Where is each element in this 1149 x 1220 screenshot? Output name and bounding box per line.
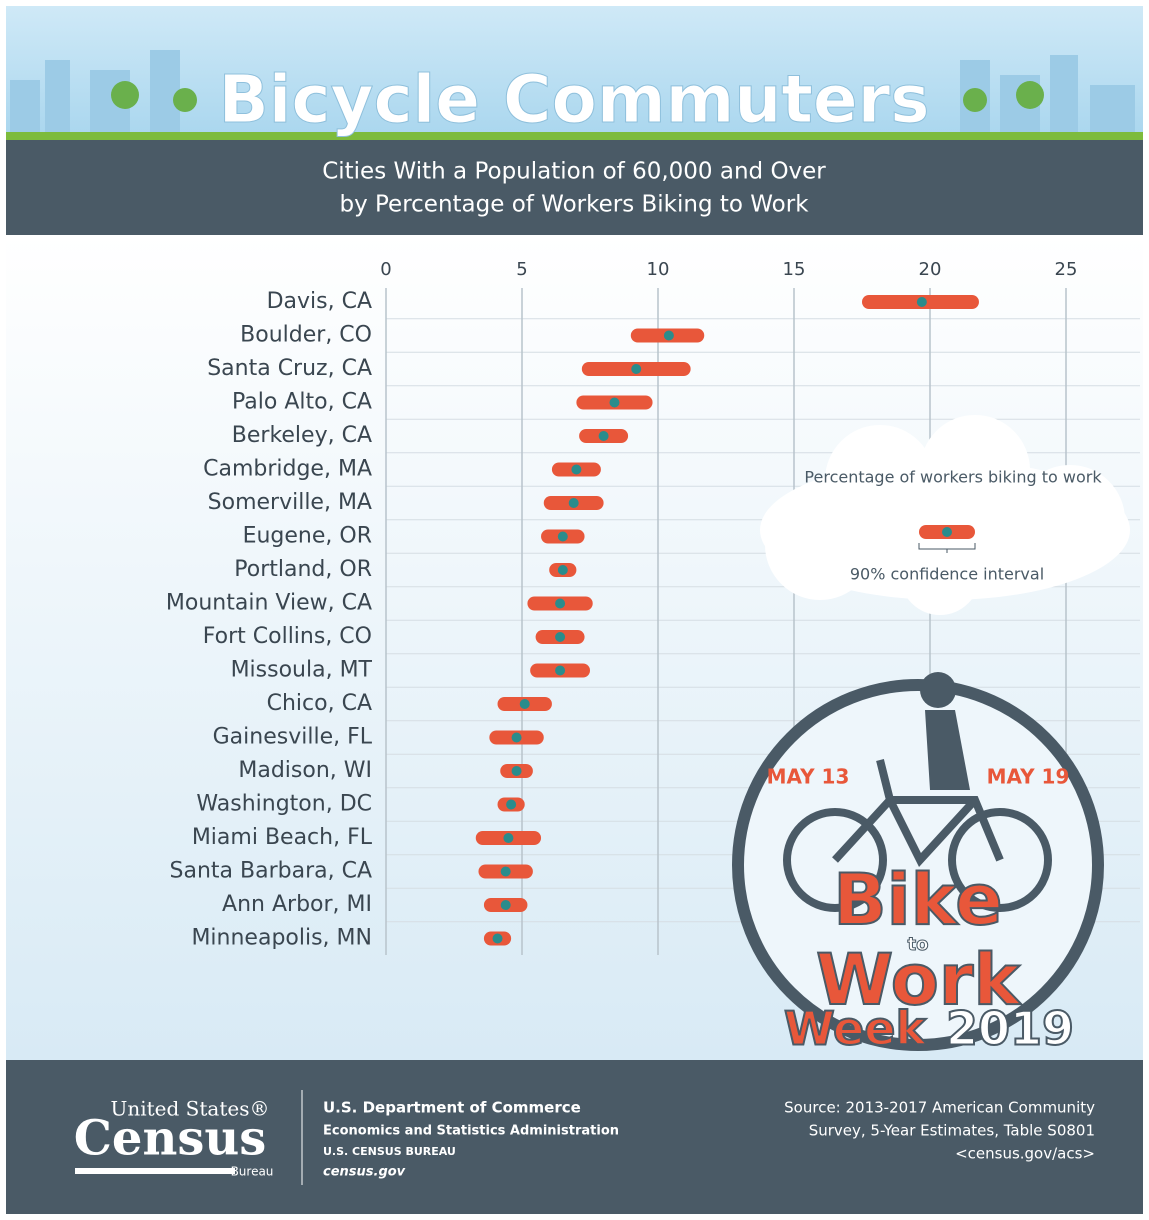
category-label: Madison, WI bbox=[238, 758, 372, 783]
badge-text: Work bbox=[816, 939, 1021, 1021]
x-tick-label: 20 bbox=[919, 259, 942, 280]
category-label: Portland, OR bbox=[234, 557, 372, 582]
badge-year: 2019 bbox=[946, 1002, 1074, 1056]
source: Survey, 5-Year Estimates, Table S0801 bbox=[809, 1122, 1095, 1140]
x-tick-label: 5 bbox=[516, 259, 527, 280]
estimate-point bbox=[555, 598, 566, 609]
category-label: Gainesville, FL bbox=[213, 725, 373, 750]
legend: Percentage of workers biking to work 90%… bbox=[760, 415, 1130, 615]
dept: census.gov bbox=[323, 1165, 406, 1180]
estimate-point bbox=[663, 330, 674, 341]
subtitle: by Percentage of Workers Biking to Work bbox=[339, 192, 809, 218]
source: <census.gov/acs> bbox=[955, 1145, 1095, 1163]
subtitle: Cities With a Population of 60,000 and O… bbox=[322, 159, 826, 185]
badge-date: MAY 13 bbox=[767, 765, 850, 789]
estimate-point bbox=[555, 665, 566, 676]
category-label: Washington, DC bbox=[196, 792, 372, 817]
category-label: Boulder, CO bbox=[240, 323, 372, 348]
plot: 0 5 10 15 20 25 Davis, CA Boulder, CO Santa Cruz… bbox=[166, 259, 1140, 955]
badge-date: MAY 19 bbox=[987, 765, 1070, 789]
estimate-point bbox=[500, 866, 511, 877]
category-label: Palo Alto, CA bbox=[232, 390, 372, 415]
estimate-point bbox=[916, 297, 927, 307]
trees bbox=[111, 81, 1044, 112]
category-label: Berkeley, CA bbox=[232, 423, 372, 448]
legend-bracket bbox=[918, 543, 976, 553]
badge-text: Bike bbox=[833, 859, 1003, 941]
x-tick-label: 10 bbox=[647, 259, 670, 280]
agency-logo: Census bbox=[74, 1111, 267, 1167]
badge: MAY 13 MAY 19 Bike to Work Week 2019 bbox=[732, 672, 1104, 1057]
estimate-point bbox=[519, 699, 530, 709]
category-label: Ann Arbor, MI bbox=[222, 892, 372, 917]
dept: U.S. Department of Commerce bbox=[323, 1099, 581, 1117]
legend-dot bbox=[942, 527, 952, 537]
legend-estimate: Percentage of workers biking to work bbox=[804, 468, 1102, 487]
category-label: Eugene, OR bbox=[243, 524, 372, 549]
x-tick-label: 15 bbox=[783, 259, 806, 280]
legend-interval: 90% confidence interval bbox=[850, 565, 1044, 584]
badge-text: to bbox=[908, 934, 929, 955]
agency-name: United States® bbox=[111, 1097, 270, 1121]
agency-name: Bureau bbox=[231, 1165, 274, 1179]
title: Bicycle Commuters bbox=[218, 61, 929, 138]
footer bbox=[6, 1060, 1143, 1214]
x-tick-label: 25 bbox=[1055, 259, 1078, 280]
category-label: Fort Collins, CO bbox=[203, 624, 372, 649]
category-label: Cambridge, MA bbox=[203, 457, 372, 482]
category-label: Chico, CA bbox=[267, 691, 372, 716]
estimate-point bbox=[609, 397, 620, 408]
sky-banner bbox=[6, 6, 1143, 140]
subtitle-band bbox=[6, 140, 1143, 235]
category-label: Somerville, MA bbox=[208, 490, 372, 515]
estimate-point bbox=[503, 833, 514, 843]
dept: Economics and Statistics Administration bbox=[323, 1124, 619, 1139]
estimate-point bbox=[511, 732, 522, 743]
estimate-point bbox=[511, 766, 522, 776]
category-label: Santa Cruz, CA bbox=[207, 356, 372, 381]
x-tick-label: 0 bbox=[380, 259, 391, 280]
badge-text: Week bbox=[784, 1002, 927, 1056]
grass bbox=[6, 132, 1143, 140]
estimate-point bbox=[506, 799, 517, 810]
category-label: Davis, CA bbox=[267, 289, 372, 314]
logo-rule bbox=[75, 1168, 235, 1174]
estimate-point bbox=[492, 933, 503, 944]
category-label: Santa Barbara, CA bbox=[170, 859, 372, 884]
estimate-point bbox=[571, 464, 582, 475]
rider bbox=[920, 672, 970, 790]
category-label: Minneapolis, MN bbox=[191, 926, 372, 951]
dept: U.S. CENSUS BUREAU bbox=[323, 1145, 456, 1158]
category-label: Miami Beach, FL bbox=[192, 825, 373, 850]
category-label: Mountain View, CA bbox=[166, 591, 372, 616]
skyline bbox=[10, 50, 1135, 135]
estimate-point bbox=[568, 498, 579, 508]
category-label: Missoula, MT bbox=[231, 658, 373, 683]
estimate-point bbox=[631, 364, 642, 374]
estimate-point bbox=[555, 632, 566, 642]
estimate-point bbox=[557, 531, 568, 542]
estimate-point bbox=[598, 431, 609, 441]
estimate-point bbox=[557, 565, 568, 575]
source: Source: 2013-2017 American Community bbox=[784, 1099, 1095, 1117]
bicycle bbox=[783, 759, 1052, 912]
estimate-point bbox=[500, 900, 511, 910]
